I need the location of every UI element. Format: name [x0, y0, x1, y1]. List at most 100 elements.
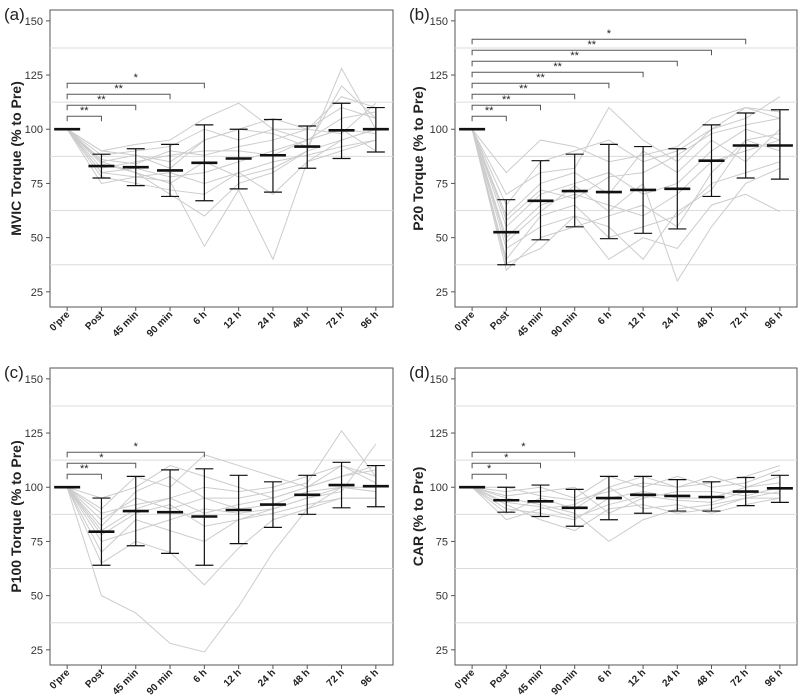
y-tick-label: 150: [430, 16, 448, 28]
significance-label: **: [80, 463, 89, 475]
x-tick-label: 45 min: [111, 309, 141, 339]
significance-bracket: [471, 473, 507, 480]
individual-trace: [66, 443, 377, 543]
x-tick-label: 90 min: [145, 667, 175, 697]
significance-bracket: [471, 451, 576, 458]
y-tick-label: 100: [25, 124, 43, 136]
x-tick-label: 48 h: [290, 309, 312, 331]
x-tick-label: 45 min: [515, 309, 545, 339]
individual-trace: [471, 129, 781, 239]
y-tick-label: 100: [430, 482, 448, 494]
x-tick-label: Post: [488, 309, 512, 333]
y-tick-label: 25: [31, 645, 43, 657]
individual-trace: [471, 128, 781, 228]
significance-bracket: [66, 82, 205, 89]
x-tick-label: 12 h: [222, 309, 244, 331]
significance-label: **: [97, 94, 106, 106]
x-tick-label: 6 h: [191, 667, 209, 685]
significance-label: **: [80, 105, 89, 117]
x-tick-label: 0'pre: [48, 309, 73, 334]
x-tick-label: Post: [83, 309, 107, 333]
y-tick-label: 125: [430, 428, 448, 440]
significance-label: **: [502, 94, 511, 106]
x-tick-label: 48 h: [695, 667, 717, 689]
individual-trace: [66, 128, 377, 217]
x-tick-label: Post: [83, 667, 107, 691]
individual-trace: [471, 107, 780, 174]
significance-label: *: [521, 441, 526, 453]
significance-bracket: [66, 462, 137, 469]
individual-trace: [471, 129, 780, 265]
x-tick-label: 90 min: [550, 667, 580, 697]
x-tick-label: 6 h: [596, 309, 614, 327]
x-tick-label: 6 h: [191, 309, 209, 327]
significance-bracket: [66, 104, 137, 111]
y-tick-label: 75: [436, 536, 448, 548]
individual-trace: [66, 486, 376, 536]
significance-label: *: [487, 463, 492, 475]
x-tick-label: 12 h: [626, 309, 648, 331]
x-tick-label: 48 h: [695, 309, 717, 331]
panel-label: (b): [409, 5, 430, 24]
y-tick-label: 50: [436, 591, 448, 603]
individual-trace: [471, 475, 781, 521]
individual-trace: [66, 128, 377, 261]
significance-label: **: [588, 39, 597, 51]
individual-trace: [66, 85, 377, 169]
individual-trace: [471, 129, 781, 283]
y-tick-label: 100: [25, 482, 43, 494]
significance-label: **: [536, 72, 545, 84]
panel-label: (d): [409, 363, 430, 382]
panel-3: 25 50 75 100 125 150 0'pre Post 45 min 90 min 6 h 1…: [4, 363, 394, 698]
x-tick-label: 0'pre: [453, 309, 478, 334]
panel-2: 25 50 75 100 125 150 0'pre Post 45 min 90 min 6 h 1…: [409, 5, 798, 340]
x-tick-label: 96 h: [359, 667, 381, 689]
individual-trace: [66, 102, 377, 152]
x-tick-label: 96 h: [763, 667, 785, 689]
y-tick-label: 150: [25, 374, 43, 386]
x-tick-label: 72 h: [325, 309, 347, 331]
x-tick-label: 0'pre: [453, 667, 478, 692]
significance-label: **: [485, 105, 494, 117]
significance-bracket: [471, 115, 507, 122]
individual-trace: [66, 67, 377, 184]
significance-bracket: [471, 38, 747, 45]
y-tick-label: 75: [31, 536, 43, 548]
x-tick-label: 12 h: [222, 667, 244, 689]
y-axis-label: CAR (% to Pre): [410, 467, 426, 567]
individual-trace: [471, 486, 780, 532]
individual-trace: [66, 487, 376, 586]
y-tick-label: 50: [436, 233, 448, 245]
x-tick-label: 72 h: [729, 309, 751, 331]
y-tick-label: 50: [31, 591, 43, 603]
significance-bracket: [471, 93, 576, 100]
significance-label: *: [134, 441, 139, 453]
significance-bracket: [471, 49, 712, 56]
individual-trace: [471, 486, 781, 514]
y-tick-label: 25: [436, 287, 448, 299]
y-tick-label: 150: [25, 16, 43, 28]
significance-bracket: [471, 462, 541, 469]
significance-bracket: [471, 104, 541, 111]
individual-trace: [471, 486, 780, 543]
plot-frame: [454, 367, 798, 666]
individual-trace: [472, 475, 780, 501]
individual-trace: [66, 465, 377, 499]
panel-label: (c): [4, 363, 24, 382]
x-tick-label: 72 h: [729, 667, 751, 689]
x-tick-label: 96 h: [359, 309, 381, 331]
x-tick-label: 45 min: [111, 667, 141, 697]
individual-trace: [471, 465, 781, 521]
y-tick-label: 75: [436, 178, 448, 190]
y-tick-label: 25: [436, 645, 448, 657]
significance-label: **: [114, 83, 123, 95]
x-tick-label: 6 h: [596, 667, 614, 685]
y-tick-label: 150: [430, 374, 448, 386]
individual-trace: [471, 486, 780, 519]
x-tick-label: 72 h: [325, 667, 347, 689]
significance-label: *: [504, 452, 509, 464]
panel-label: (a): [4, 5, 25, 24]
individual-trace: [66, 102, 377, 165]
x-tick-label: 24 h: [256, 309, 278, 331]
